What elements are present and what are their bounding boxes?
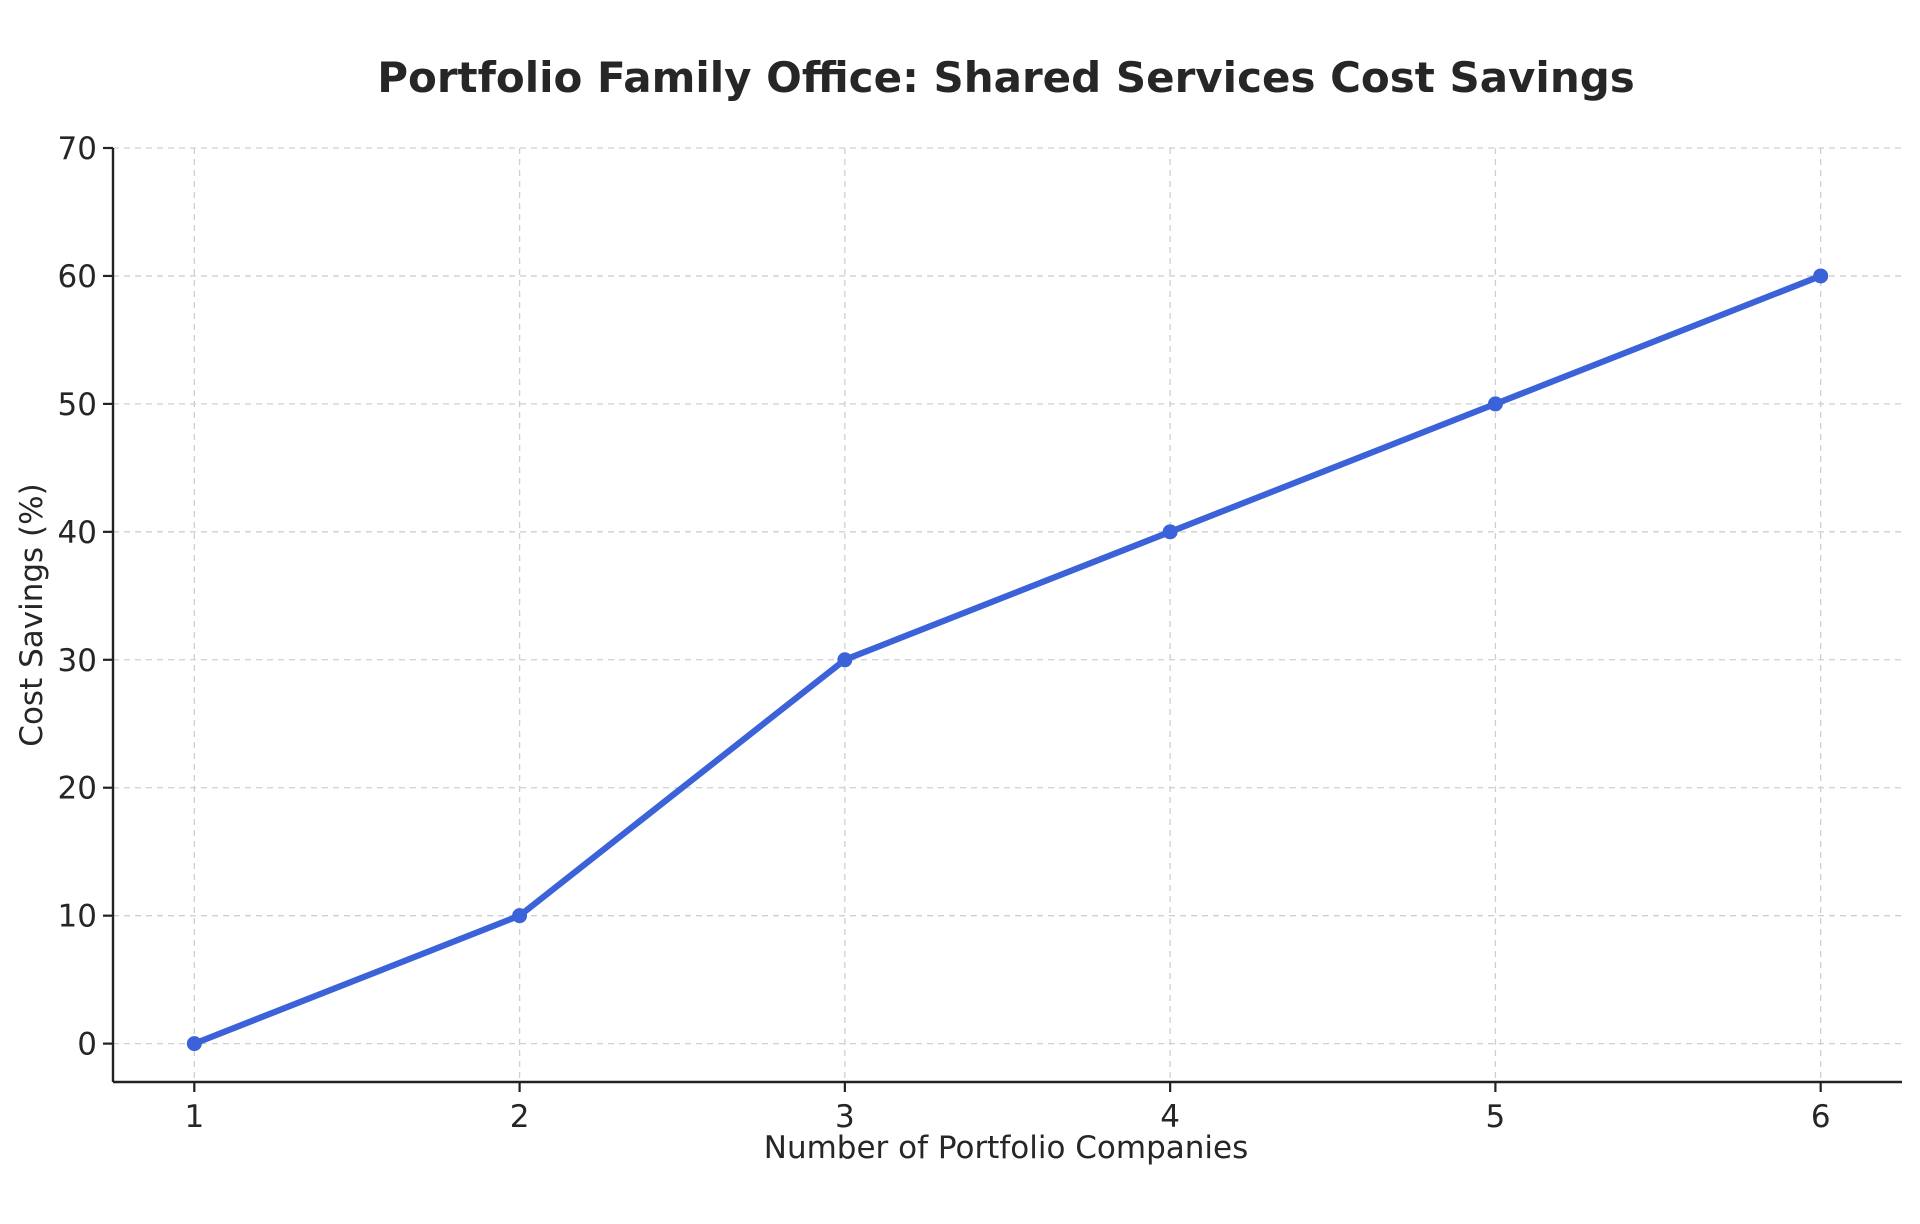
x-tick-label: 5 (1486, 1099, 1506, 1135)
grid-lines (113, 147, 1902, 1082)
chart-title: Portfolio Family Office: Shared Services… (377, 53, 1635, 102)
data-point (512, 908, 528, 924)
ticks: 0 10 20 30 40 50 60 70 1 2 3 4 5 6 (58, 131, 1831, 1135)
y-tick-label: 30 (58, 643, 97, 679)
y-axis-label: Cost Savings (%) (14, 483, 50, 746)
data-point (1487, 396, 1503, 412)
x-tick-label: 4 (1160, 1099, 1180, 1135)
data-point (186, 1036, 202, 1052)
axes (111, 148, 1902, 1084)
y-tick-label: 10 (58, 899, 97, 935)
series-line (191, 272, 1824, 1047)
y-tick-label: 70 (58, 131, 97, 167)
data-point (1162, 524, 1178, 540)
y-tick-label: 40 (58, 515, 97, 551)
x-tick-label: 3 (835, 1099, 855, 1135)
y-tick-label: 50 (58, 387, 97, 423)
x-tick-label: 1 (184, 1099, 204, 1135)
y-tick-label: 60 (58, 259, 97, 295)
data-point (837, 652, 853, 668)
y-tick-label: 0 (77, 1027, 97, 1063)
y-tick-label: 20 (58, 771, 97, 807)
x-tick-label: 2 (510, 1099, 530, 1135)
x-tick-label: 6 (1811, 1099, 1831, 1135)
series-layer (186, 268, 1829, 1052)
x-axis-label: Number of Portfolio Companies (764, 1130, 1248, 1166)
data-point (1813, 268, 1829, 284)
